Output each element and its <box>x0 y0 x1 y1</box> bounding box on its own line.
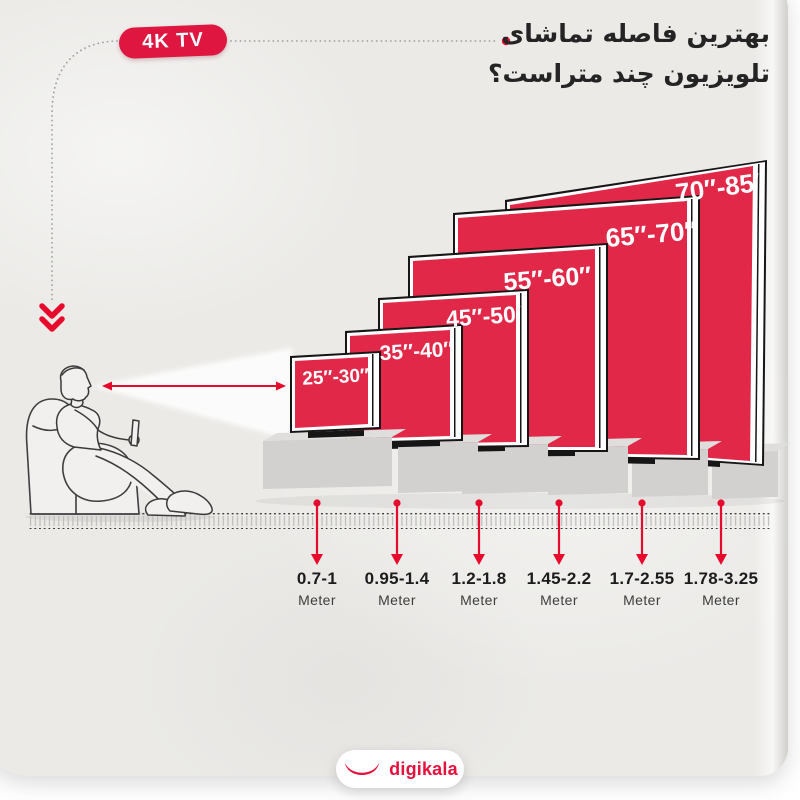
distance-unit: Meter <box>378 592 416 608</box>
distance-value: 1.2-1.8 <box>451 569 507 588</box>
badge-label: 4K TV <box>141 28 205 54</box>
distance-unit: Meter <box>702 592 740 608</box>
distance-label-1: 0.7-1 Meter <box>262 569 372 608</box>
4k-tv-badge: 4K TV <box>118 23 228 60</box>
dotted-connector-left <box>51 40 118 301</box>
tv-size-label-2: 35″-40″ <box>379 338 454 365</box>
brand-name: digikala <box>389 758 458 779</box>
distance-unit: Meter <box>460 592 498 608</box>
title-dot <box>501 36 511 46</box>
tv-size-label-1: 25″-30″ <box>302 365 370 389</box>
double-chevron-down-icon <box>39 303 65 332</box>
title-line-2: تلویزیون چند متراست؟ <box>487 59 770 88</box>
distance-value: 1.78-3.25 <box>683 569 759 588</box>
distance-value: 0.95-1.4 <box>364 569 430 588</box>
distance-label-3: 1.2-1.8 Meter <box>424 569 534 608</box>
page-title: بهترین فاصله تماشای تلویزیون چند متراست؟ <box>488 14 770 94</box>
distance-value: 1.45-2.2 <box>526 569 592 588</box>
tv-size-label-3: 45″-50″ <box>445 300 527 332</box>
viewing-distance-arrow <box>102 381 286 391</box>
person-illustration <box>55 365 213 517</box>
tv-size-label-4: 55″-60″ <box>502 262 592 297</box>
distance-label-2: 0.95-1.4 Meter <box>342 569 452 608</box>
distance-label-4: 1.45-2.2 Meter <box>504 569 614 608</box>
distance-label-5: 1.7-2.55 Meter <box>587 569 697 608</box>
distance-value: 0.7-1 <box>296 569 338 588</box>
digikala-logo: digikala <box>336 750 464 788</box>
title-line-1: بهترین فاصله تماشای <box>501 19 770 48</box>
viewing-beam <box>92 348 292 440</box>
pedestal-shadow <box>255 493 785 509</box>
distance-unit: Meter <box>623 592 661 608</box>
ground-ruler <box>28 513 772 529</box>
distance-unit: Meter <box>540 592 578 608</box>
tv-25-30 <box>263 351 406 489</box>
distance-unit: Meter <box>298 592 336 608</box>
distance-value: 1.7-2.55 <box>609 569 675 588</box>
digikala-smile-icon <box>345 763 380 775</box>
distance-markers <box>311 499 727 565</box>
distance-label-6: 1.78-3.25 Meter <box>666 569 776 608</box>
